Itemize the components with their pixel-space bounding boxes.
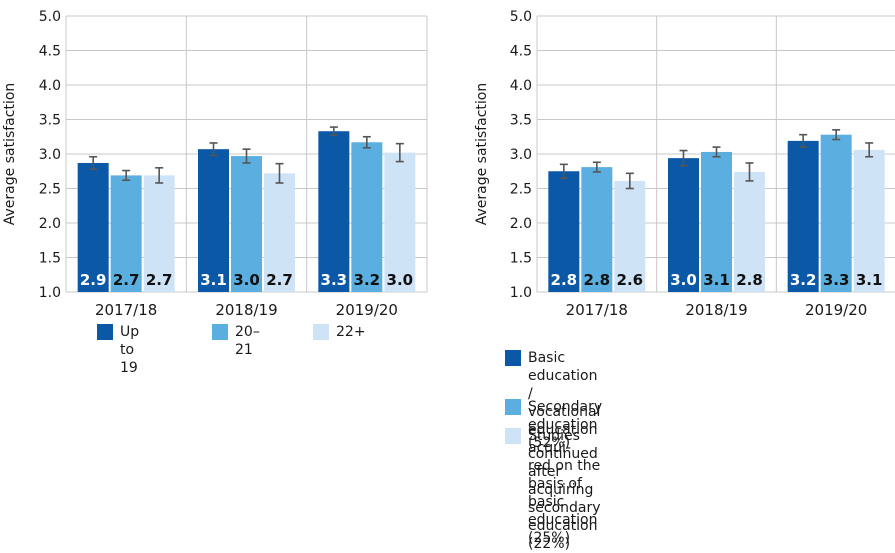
y-tick-label: 4.5 [510,44,532,60]
data-label: 3.3 [823,271,850,289]
data-label: 3.2 [354,271,381,289]
bar [701,151,732,292]
legend-item-continued-studies: Studies continued after acquiring second… [505,427,601,553]
error-bar [679,149,688,167]
data-label: 2.8 [584,271,611,289]
data-label: 3.0 [670,271,697,289]
bar [853,149,885,292]
error-bar [799,133,808,148]
legend-item-up-to-19: Up to 19 [97,323,139,377]
error-bar [625,172,634,190]
bar [198,149,229,292]
x-tick-label: 2019/20 [805,301,867,319]
legend-swatch [505,399,521,415]
legend-label: Up to 19 [120,324,140,376]
legend-swatch [505,350,521,366]
bar [668,158,699,292]
bar [110,175,142,292]
data-label: 3.3 [321,271,348,289]
x-tick-label: 2019/20 [336,301,398,319]
data-label: 3.0 [233,271,260,289]
data-label: 3.1 [703,271,730,289]
legend-label: Studies continued after acquiring second… [528,428,601,552]
error-bar [209,142,218,157]
legend-label: 20–21 [235,324,260,358]
bar [231,156,262,292]
bar [614,180,646,292]
legend-swatch [212,324,228,340]
bar [143,175,175,292]
error-bar [329,126,338,137]
y-tick-label: 5.0 [510,9,532,25]
legend-label: Secondary education (52%) [528,399,603,451]
bar [787,140,819,292]
bar [351,142,383,292]
y-tick-label: 2.0 [510,216,532,232]
error-bar [712,146,721,158]
y-axis-label: Average satisfaction [2,83,18,226]
error-bar [559,163,568,179]
data-label: 2.7 [113,271,140,289]
x-tick-label: 2017/18 [95,301,157,319]
bar [734,171,765,292]
y-tick-label: 2.0 [39,216,61,232]
legend-item-secondary-education: Secondary education (52%) [505,398,602,452]
error-bar [592,161,601,173]
error-bar [395,142,404,163]
y-tick-label: 2.5 [510,182,532,198]
y-tick-label: 4.0 [39,78,61,94]
data-label: 3.0 [387,271,414,289]
bar [384,152,416,292]
y-axis-label: Average satisfaction [474,83,490,226]
legend-swatch [313,324,329,340]
bar [548,171,580,292]
legend-label: 22+ [336,324,366,340]
error-bar [362,135,371,149]
chart-canvas: 1.0 1.5 2.0 2.5 3.0 3.5 4.0 4.5 5.0 Average satis… [2,9,895,319]
data-label: 2.9 [80,271,107,289]
x-tick-label: 2018/19 [215,301,277,319]
y-tick-label: 3.5 [510,113,532,129]
y-tick-label: 4.0 [510,78,532,94]
x-tick-label: 2017/18 [566,301,628,319]
error-bar [865,142,874,158]
y-tick-label: 1.5 [510,251,532,267]
y-tick-label: 1.0 [39,285,61,301]
y-tick-label: 5.0 [39,9,61,25]
error-bar [89,155,98,170]
y-tick-label: 2.5 [39,182,61,198]
data-label: 2.8 [551,271,578,289]
data-label: 3.2 [790,271,817,289]
y-tick-label: 1.0 [510,285,532,301]
data-label: 3.1 [200,271,227,289]
error-bar [122,169,131,182]
error-bar [832,129,841,141]
x-tick-label: 2018/19 [685,301,747,319]
bar [264,173,295,292]
y-tick-label: 3.5 [39,113,61,129]
chart-panel-1: 1.0 1.5 2.0 2.5 3.0 3.5 4.0 4.5 5.0 Average satis… [2,9,428,319]
error-bar [155,167,164,184]
y-tick-label: 1.5 [39,251,61,267]
error-bar [242,148,251,164]
bar [77,162,109,292]
bar [820,134,852,292]
y-tick-label: 3.0 [510,147,532,163]
data-label: 2.8 [736,271,763,289]
error-bar [275,162,284,184]
y-tick-label: 3.0 [39,147,61,163]
bar [581,167,613,292]
legend-swatch [97,324,113,340]
data-label: 2.6 [617,271,644,289]
data-label: 2.7 [266,271,293,289]
y-tick-label: 4.5 [39,44,61,60]
error-bar [745,162,754,182]
chart-panel-2: 1.0 1.5 2.0 2.5 3.0 3.5 4.0 4.5 5.0 Average satis… [474,9,895,319]
data-label: 2.7 [146,271,173,289]
data-label: 3.1 [856,271,883,289]
bar [318,131,350,292]
legend-item-20-21: 20–21 [212,323,260,359]
legend-swatch [505,428,521,444]
legend-item-22-plus: 22+ [313,323,366,341]
